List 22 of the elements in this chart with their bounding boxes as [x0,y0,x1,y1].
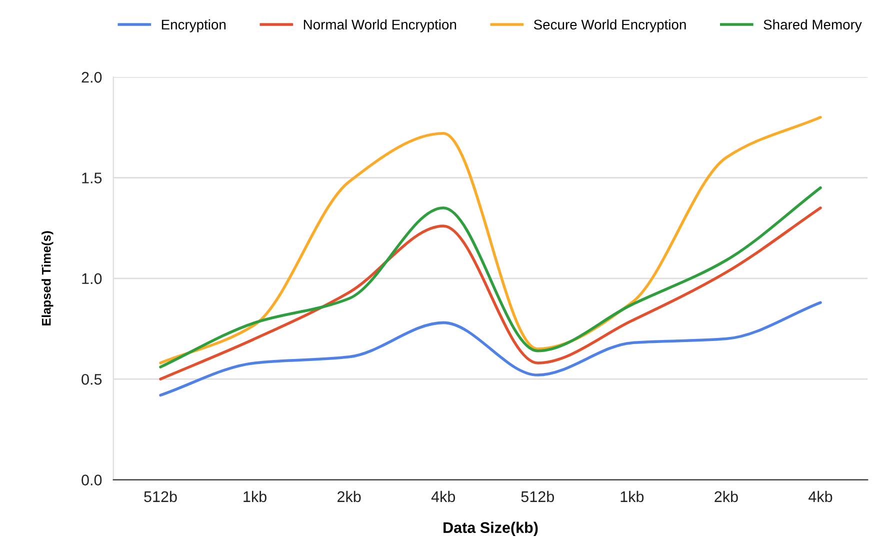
y-tick-label: 0.5 [82,374,102,385]
x-tick-label: 1kb [244,490,266,502]
line-series [159,206,822,380]
x-axis-title: Data Size(kb) [444,522,538,536]
x-tick-label: 512b [521,490,554,502]
x-tick-label: 2kb [714,490,738,502]
y-tick-label: 1.5 [82,172,102,184]
line-series [159,301,822,397]
legend-label: Secure World Encryption [534,19,686,32]
y-tick-label: 1.0 [82,273,102,284]
x-tick-label: 1kb [620,490,644,502]
legend-label: Shared Memory [764,19,862,32]
y-tick-label: 0.0 [82,474,102,486]
y-tick-label: 2.0 [82,72,102,83]
legend-label: Normal World Encryption [304,19,456,32]
x-tick-label: 4kb [808,490,832,502]
x-tick-label: 4kb [431,490,456,502]
x-tick-label: 512b [144,490,177,502]
legend-label: Encryption [162,19,226,32]
x-tick-label: 2kb [338,490,361,502]
y-axis-title: Elapsed Time(s) [42,231,54,326]
line-series [159,186,822,368]
